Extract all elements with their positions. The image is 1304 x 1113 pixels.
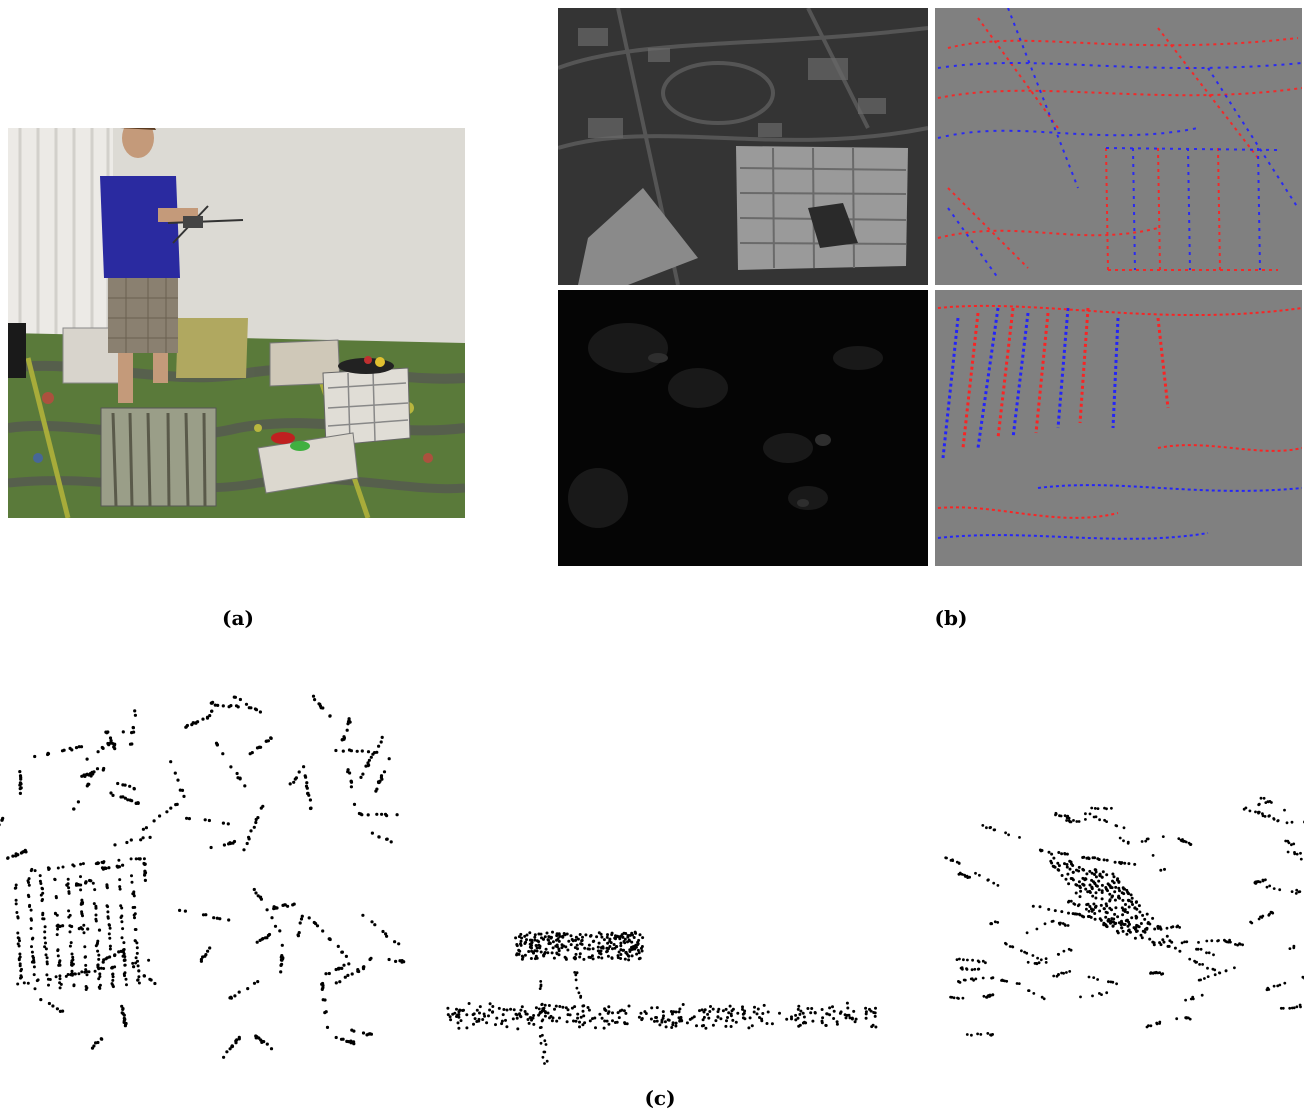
dark-intensity-tile	[558, 290, 928, 566]
event-polarity-tile-bottom	[935, 290, 1302, 566]
caption-c: (c)	[644, 1086, 676, 1110]
grayscale-intensity-tile	[558, 8, 929, 286]
event-polarity-tile-top	[935, 8, 1302, 285]
point-cloud-side-view	[446, 930, 878, 1065]
point-cloud-views	[0, 694, 1304, 1065]
panel-c-point-clouds	[0, 680, 1304, 1070]
caption-b: (b)	[934, 606, 968, 630]
point-cloud-oblique-view	[944, 796, 1304, 1037]
lab-scene-photo	[8, 128, 465, 518]
event-camera-grid	[558, 8, 1302, 566]
photo-panel-a	[8, 128, 465, 518]
point-cloud-top-view	[0, 694, 406, 1059]
caption-a: (a)	[222, 606, 254, 630]
panel-b-grid	[558, 8, 1302, 566]
